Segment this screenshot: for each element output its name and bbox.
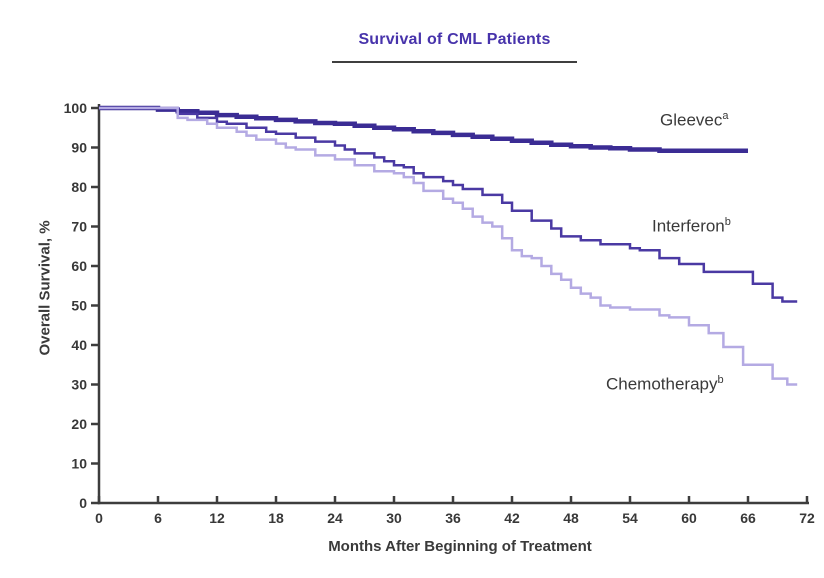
x-tick-label: 72 [799, 510, 815, 526]
series-curve-interferon [99, 106, 798, 303]
x-tick-label: 6 [154, 510, 162, 526]
x-tick-label: 48 [563, 510, 579, 526]
title-underline-rule [332, 61, 577, 63]
chart-title: Survival of CML Patients [358, 31, 551, 48]
x-tick-label: 0 [95, 510, 103, 526]
y-tick-label: 20 [71, 416, 87, 432]
x-tick-label: 60 [681, 510, 697, 526]
series-superscript-gleevec: a [722, 110, 729, 122]
y-tick-label: 50 [71, 298, 87, 314]
series-name-interferon: Interferon [652, 216, 725, 236]
x-tick-label: 66 [740, 510, 756, 526]
x-tick-label: 12 [209, 510, 225, 526]
series-curve-chemotherapy [99, 106, 798, 386]
y-tick-label: 60 [71, 258, 87, 274]
y-tick-label: 90 [71, 140, 87, 156]
y-tick-label: 80 [71, 179, 87, 195]
series-curve-gleevec [99, 105, 748, 153]
series-name-gleevec: Gleevec [660, 110, 723, 130]
y-axis-label: Overall Survival, % [36, 220, 54, 356]
x-tick-label: 24 [327, 510, 343, 526]
y-tick-label: 100 [64, 100, 88, 116]
x-tick-label: 36 [445, 510, 461, 526]
series-label-gleevec: Gleeveca [660, 110, 729, 131]
series-superscript-chemotherapy: b [717, 374, 724, 386]
y-tick-label: 30 [71, 377, 87, 393]
x-tick-label: 18 [268, 510, 284, 526]
y-tick-label: 0 [79, 495, 87, 511]
x-tick-label: 30 [386, 510, 402, 526]
series-name-chemotherapy: Chemotherapy [606, 374, 718, 394]
y-tick-label: 40 [71, 337, 87, 353]
series-label-chemotherapy: Chemotherapyb [606, 374, 724, 395]
y-tick-label: 10 [71, 456, 87, 472]
x-tick-label: 42 [504, 510, 520, 526]
series-superscript-interferon: b [724, 216, 731, 228]
x-axis-label: Months After Beginning of Treatment [328, 538, 592, 555]
series-label-interferon: Interferonb [652, 216, 731, 237]
x-tick-label: 54 [622, 510, 638, 526]
y-tick-label: 70 [71, 219, 87, 235]
